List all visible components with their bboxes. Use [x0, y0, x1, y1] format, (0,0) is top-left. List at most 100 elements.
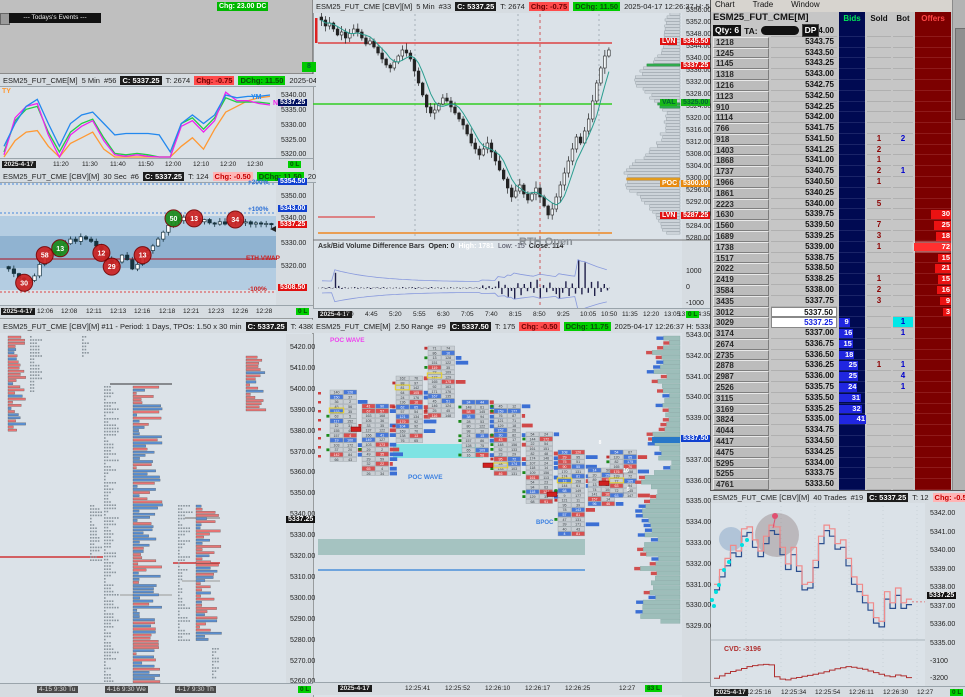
bids-cell[interactable]: [839, 479, 865, 490]
price-cell[interactable]: 5339.75: [771, 209, 837, 221]
dom-row[interactable]: 1318 5343.00: [711, 69, 965, 80]
bids-cell[interactable]: [839, 198, 865, 210]
bids-cell[interactable]: 18: [839, 349, 865, 361]
menu-item-trade[interactable]: Trade: [752, 0, 774, 9]
bids-cell[interactable]: [839, 155, 865, 167]
offers-cell[interactable]: [915, 177, 951, 188]
offers-cell[interactable]: [915, 338, 951, 350]
dom-scrollbar-thumb[interactable]: [955, 28, 965, 120]
bids-cell[interactable]: [839, 58, 865, 70]
price-cell[interactable]: 5342.50: [771, 91, 837, 102]
bids-cell[interactable]: [839, 446, 865, 458]
qty-badge[interactable]: Qty: 6: [713, 25, 742, 36]
bids-cell[interactable]: [839, 436, 865, 447]
price-cell[interactable]: 5338.75: [771, 253, 837, 264]
offers-cell[interactable]: 25: [915, 220, 951, 232]
bids-cell[interactable]: [839, 26, 865, 37]
bids-cell[interactable]: [839, 263, 865, 275]
offers-cell[interactable]: [915, 166, 951, 178]
bids-cell[interactable]: 16: [839, 328, 865, 339]
offers-cell[interactable]: [915, 47, 951, 59]
bids-cell[interactable]: [839, 241, 865, 253]
offers-cell[interactable]: [915, 112, 951, 124]
dom-row[interactable]: 4475 5334.25: [711, 446, 965, 458]
offers-column-header[interactable]: Offers: [915, 12, 951, 26]
dom-row[interactable]: 2735 5336.50 18: [711, 349, 965, 361]
offers-cell[interactable]: 72: [914, 241, 951, 253]
dom-row[interactable]: 2419 5338.25 1 15: [711, 274, 965, 285]
bids-column-header[interactable]: Bids: [839, 12, 865, 26]
panelF-header[interactable]: ESM25_FUT_CME [CBV][M] 40 Trades #19 C: 5…: [710, 490, 965, 503]
price-cell[interactable]: 5338.50: [771, 263, 837, 275]
bids-cell[interactable]: 9: [839, 317, 865, 329]
dom-row[interactable]: 1123 5342.50: [711, 90, 965, 102]
price-cell[interactable]: 5340.50: [771, 177, 837, 188]
offers-cell[interactable]: [915, 468, 951, 480]
dom-row[interactable]: 3115 5335.50 31: [711, 392, 965, 404]
bids-cell[interactable]: [839, 468, 865, 480]
price-cell[interactable]: 5341.25: [771, 145, 837, 156]
price-cell[interactable]: 5336.00: [771, 371, 837, 383]
bids-cell[interactable]: [839, 209, 865, 221]
offers-cell[interactable]: [915, 187, 951, 199]
offers-cell[interactable]: [915, 69, 951, 80]
bids-cell[interactable]: [839, 231, 865, 242]
offer-size-bar[interactable]: 18: [936, 231, 951, 241]
price-cell[interactable]: 5341.50: [771, 134, 837, 145]
panelA-header[interactable]: ESM25_FUT_CME[M] 5 Min #56 C: 5337.25 T: …: [0, 74, 316, 87]
bid-size-bar[interactable]: 25: [839, 361, 858, 370]
price-cell[interactable]: 5335.50: [771, 393, 837, 404]
price-cell[interactable]: 5343.75: [771, 37, 837, 48]
price-cell[interactable]: 5342.25: [771, 102, 837, 113]
bids-cell[interactable]: [839, 457, 865, 469]
dom-row[interactable]: 2526 5335.75 24 1: [711, 382, 965, 393]
bids-cell[interactable]: [839, 47, 865, 59]
dom-row[interactable]: 1216 5342.75: [711, 79, 965, 91]
bids-cell[interactable]: 25: [839, 371, 865, 383]
bid-size-bar[interactable]: 18: [839, 350, 855, 360]
offer-size-bar[interactable]: 9: [940, 296, 951, 306]
bids-cell[interactable]: 15: [839, 338, 865, 350]
offers-cell[interactable]: [915, 349, 951, 361]
dom-row[interactable]: 3174 5337.00 16 1: [711, 328, 965, 339]
price-cell[interactable]: 5341.00: [771, 155, 837, 167]
dom-row[interactable]: 3029 5337.25 9 1: [711, 317, 965, 329]
bid-size-bar[interactable]: 32: [839, 404, 862, 414]
price-cell[interactable]: 5336.75: [771, 339, 837, 350]
bids-cell[interactable]: [839, 36, 865, 48]
panelC-header[interactable]: ESM25_FUT_CME [CBV][M] #11 - Period: 1 D…: [0, 320, 316, 333]
price-cell[interactable]: 5338.00: [771, 285, 837, 296]
price-cell[interactable]: 5339.50: [771, 220, 837, 232]
bids-cell[interactable]: 32: [839, 403, 865, 415]
price-cell[interactable]: 5334.25: [771, 447, 837, 458]
bid-size-bar[interactable]: 25: [839, 372, 858, 381]
bids-cell[interactable]: [839, 123, 865, 134]
offers-cell[interactable]: [915, 328, 951, 339]
price-cell[interactable]: 5339.25: [771, 231, 837, 242]
dom-row[interactable]: 1689 5339.25 3 18: [711, 231, 965, 242]
price-cell[interactable]: 5343.00: [771, 69, 837, 80]
price-cell[interactable]: 5340.75: [771, 166, 837, 178]
dom-row[interactable]: 1737 5340.75 2 1: [711, 166, 965, 178]
dom-row[interactable]: 3169 5335.25 32: [711, 403, 965, 415]
dom-scrollbar[interactable]: [952, 0, 965, 490]
price-cell[interactable]: 5340.25: [771, 188, 837, 199]
offers-cell[interactable]: [915, 403, 951, 415]
panelB-header[interactable]: ESM25_FUT_CME [CBV][M] 30 Sec #6 C: 5337.…: [0, 170, 316, 183]
offers-cell[interactable]: [915, 360, 951, 372]
offers-cell[interactable]: 9: [915, 295, 951, 307]
dom-row[interactable]: 1868 5341.00 1: [711, 155, 965, 167]
bids-cell[interactable]: 41: [839, 414, 866, 426]
offers-cell[interactable]: [915, 457, 951, 469]
price-cell[interactable]: 5334.75: [771, 425, 837, 437]
offers-cell[interactable]: 16: [915, 284, 951, 296]
offers-cell[interactable]: 15: [915, 252, 951, 264]
offers-cell[interactable]: [915, 155, 951, 167]
price-cell[interactable]: 5334.00: [771, 458, 837, 469]
todays-events-bar[interactable]: --- Todays's Events ---: [9, 13, 101, 23]
panelE-header[interactable]: ESM25_FUT_CME[M] 2.50 Range #9 C: 5337.50…: [313, 320, 713, 333]
price-cell[interactable]: 5336.50: [771, 350, 837, 361]
bids-cell[interactable]: [839, 90, 865, 102]
offers-cell[interactable]: [915, 436, 951, 447]
bids-cell[interactable]: [839, 79, 865, 91]
